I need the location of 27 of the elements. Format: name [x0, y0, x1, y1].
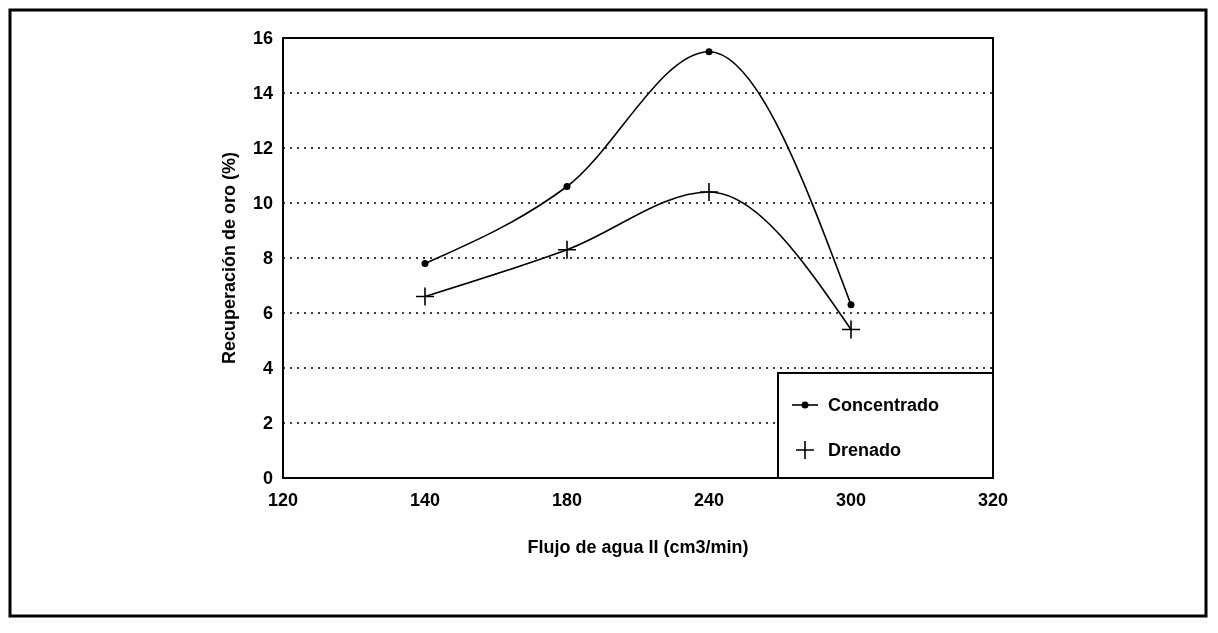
point: [421, 260, 429, 267]
y-tick-label: 14: [252, 83, 273, 104]
point: [563, 183, 571, 190]
point: [842, 320, 860, 339]
legend-label: Drenado: [828, 440, 902, 461]
y-tick-label: 2: [262, 413, 273, 434]
x-tick-label: 300: [835, 490, 867, 510]
legend-label: Concentrado: [828, 395, 940, 416]
point: [847, 301, 855, 309]
point: [700, 183, 718, 201]
x-axis-title: Flujo de agua II (cm3/min): [527, 537, 749, 557]
x-tick-label: 120: [267, 490, 299, 510]
y-axis-title: Recuperación de oro (%): [219, 151, 239, 365]
y-tick-label: 8: [262, 248, 273, 269]
y-tick-label: 12: [252, 138, 273, 159]
x-tick-label: 140: [409, 490, 441, 510]
x-tick-label: 320: [977, 490, 1009, 510]
y-tick-label: 0: [262, 468, 273, 489]
x-tick-label: 240: [693, 490, 725, 510]
y-tick-label: 4: [262, 358, 273, 379]
point: [705, 48, 713, 56]
point: [558, 240, 576, 259]
point: [416, 287, 434, 306]
y-tick-label: 10: [252, 193, 273, 214]
y-tick-label: 16: [252, 28, 273, 49]
x-tick-label: 180: [551, 490, 583, 510]
y-tick-label: 6: [262, 303, 273, 324]
